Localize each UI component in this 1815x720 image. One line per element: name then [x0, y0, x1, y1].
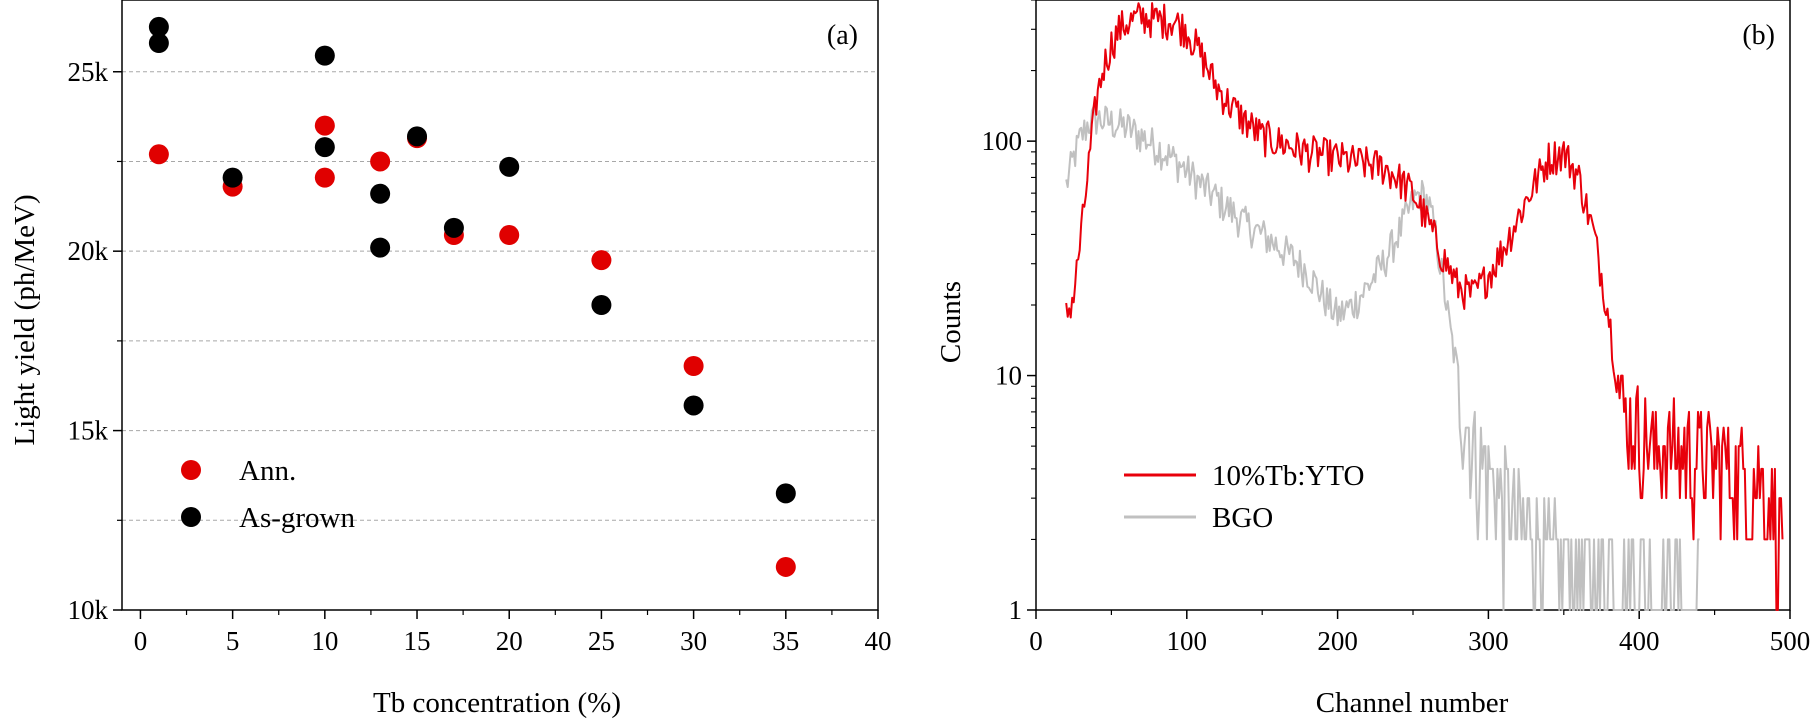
a-point-as-grown: [407, 126, 428, 147]
a-x-tick-label: 30: [680, 626, 707, 656]
a-point-as-grown: [591, 295, 612, 315]
b-x-tick-label: 400: [1619, 626, 1660, 656]
panel-a-light-yield: 0 5 10 15 20 25 30 35 40 10k 15k 20k 25k (a) Tb conc…: [9, 0, 892, 719]
a-x-tick-label: 0: [134, 626, 148, 656]
a-legend-label-ann: Ann.: [239, 455, 296, 487]
b-x-tick-label: 200: [1317, 626, 1358, 656]
a-point-as-grown: [370, 183, 391, 204]
b-legend-label-tb-yto: 10%Tb:YTO: [1212, 460, 1365, 492]
a-point-ann: [499, 225, 520, 246]
a-point-ann: [683, 356, 704, 376]
b-series-tb-yto-line: [1065, 2, 1784, 611]
a-point-as-grown: [683, 395, 704, 416]
a-point-as-grown: [775, 483, 796, 504]
a-point-as-grown: [314, 45, 335, 66]
b-legend-label-bgo: BGO: [1212, 502, 1273, 534]
a-legend-label-as-grown: As-grown: [239, 502, 355, 534]
b-series-bgo-line: [1065, 105, 1700, 611]
a-y-tick-label: 20k: [68, 236, 109, 266]
a-point-ann: [370, 151, 391, 172]
a-x-tick-label: 25: [588, 626, 615, 656]
a-x-axis-title: Tb concentration (%): [373, 687, 621, 719]
a-legend-marker-as-grown: [181, 507, 201, 527]
b-y-tick-label: 100: [982, 126, 1023, 156]
a-point-as-grown: [148, 33, 169, 54]
a-legend: Ann. As-grown: [181, 455, 355, 534]
a-panel-label: (a): [827, 20, 858, 51]
a-x-tick-label: 15: [404, 626, 431, 656]
b-axes: 0 100 200 300 400 500 1 10 100: [982, 0, 1811, 656]
a-point-ann: [314, 167, 335, 188]
a-point-as-grown: [222, 167, 243, 188]
a-point-ann: [148, 144, 169, 165]
a-legend-marker-ann: [181, 460, 201, 480]
b-legend: 10%Tb:YTO BGO: [1124, 460, 1365, 534]
b-panel-label: (b): [1742, 20, 1775, 51]
b-x-tick-label: 300: [1468, 626, 1509, 656]
b-series-lines: [1065, 2, 1784, 611]
a-y-tick-label: 25k: [68, 57, 109, 87]
a-x-tick-label: 5: [226, 626, 240, 656]
a-data-points: [148, 16, 796, 577]
a-x-tick-label: 35: [772, 626, 799, 656]
a-point-ann: [591, 250, 612, 271]
a-x-tick-label: 20: [496, 626, 523, 656]
b-y-tick-label: 10: [995, 361, 1022, 391]
panel-b-spectrum: 0 100 200 300 400 500 1 10 100 (b) Channel numbe…: [935, 0, 1810, 719]
b-y-tick-label: 1: [1009, 595, 1023, 625]
a-point-as-grown: [370, 237, 391, 258]
a-y-tick-label: 10k: [68, 595, 109, 625]
a-y-axis-title: Light yield (ph/MeV): [9, 194, 41, 445]
a-point-as-grown: [314, 137, 335, 158]
b-x-tick-label: 500: [1770, 626, 1811, 656]
b-x-tick-label: 0: [1029, 626, 1043, 656]
a-plot-frame: [121, 0, 879, 611]
a-axes: 0 5 10 15 20 25 30 35 40 10k 15k 20k 25k: [68, 0, 892, 656]
b-x-axis-title: Channel number: [1316, 687, 1509, 719]
a-point-ann: [314, 115, 335, 136]
a-point-as-grown: [148, 16, 169, 37]
a-point-as-grown: [499, 156, 520, 177]
a-x-tick-label: 10: [311, 626, 338, 656]
b-x-tick-label: 100: [1167, 626, 1208, 656]
b-y-axis-title: Counts: [935, 281, 967, 363]
a-gridlines: [122, 71, 878, 521]
a-point-as-grown: [443, 217, 464, 238]
a-point-ann: [775, 556, 796, 577]
a-x-tick-label: 40: [865, 626, 892, 656]
a-y-tick-label: 15k: [68, 416, 109, 446]
